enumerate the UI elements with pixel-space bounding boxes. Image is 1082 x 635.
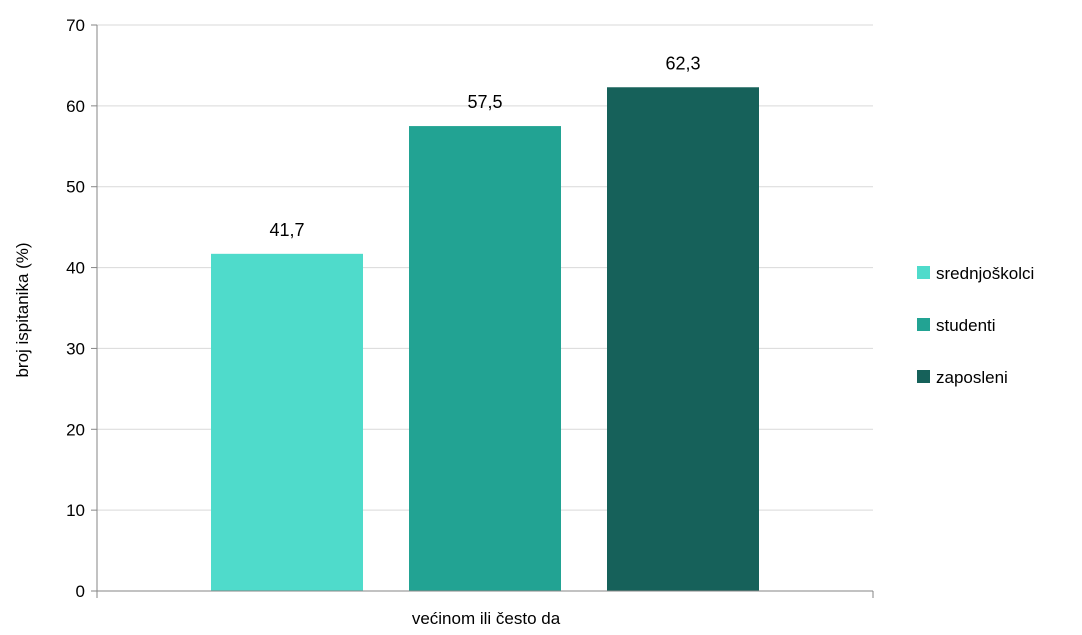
y-tick-label-20: 20 bbox=[66, 420, 85, 439]
y-tick-label-10: 10 bbox=[66, 501, 85, 520]
legend-label-srednjoškolci: srednjoškolci bbox=[936, 264, 1034, 283]
legend-swatch-zaposleni bbox=[917, 370, 930, 383]
legend-swatch-srednjoškolci bbox=[917, 266, 930, 279]
y-axis-title: broj ispitanika (%) bbox=[13, 242, 32, 377]
x-category-label: većinom ili često da bbox=[412, 609, 561, 628]
y-tick-label-60: 60 bbox=[66, 97, 85, 116]
bar-srednjoškolci bbox=[211, 253, 363, 591]
data-label-zaposleni: 62,3 bbox=[665, 53, 700, 73]
legend: srednjoškolci studenti zaposleni bbox=[917, 264, 1034, 387]
axes bbox=[91, 24, 874, 598]
y-tick-label-30: 30 bbox=[66, 339, 85, 358]
y-tick-label-0: 0 bbox=[76, 582, 85, 601]
y-tick-label-70: 70 bbox=[66, 16, 85, 35]
bars bbox=[211, 87, 759, 592]
bar-studenti bbox=[409, 126, 561, 592]
data-label-studenti: 57,5 bbox=[467, 92, 502, 112]
data-labels: 41,7 57,5 62,3 bbox=[269, 53, 700, 240]
legend-label-zaposleni: zaposleni bbox=[936, 368, 1008, 387]
data-label-srednjoškolci: 41,7 bbox=[269, 220, 304, 240]
y-tick-label-50: 50 bbox=[66, 178, 85, 197]
bar-zaposleni bbox=[607, 87, 759, 591]
legend-label-studenti: studenti bbox=[936, 316, 996, 335]
y-tick-label-40: 40 bbox=[66, 259, 85, 278]
y-tick-labels: 0 10 20 30 40 50 60 70 bbox=[66, 16, 85, 601]
legend-swatch-studenti bbox=[917, 318, 930, 331]
